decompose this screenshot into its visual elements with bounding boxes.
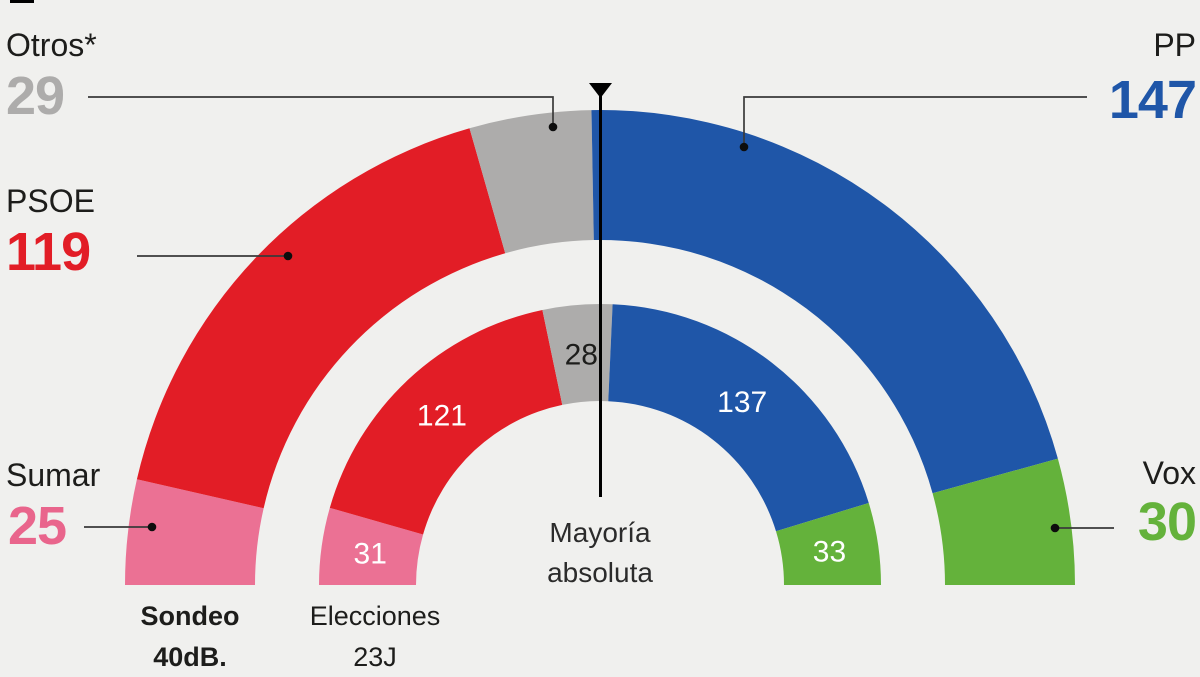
party-value-pp: 147	[1109, 72, 1196, 129]
callout-sumar: Sumar	[6, 457, 100, 494]
dot-pp	[740, 143, 749, 152]
ring-label-elecciones: Elecciones 23J	[275, 596, 475, 677]
dot-otros	[549, 123, 558, 132]
dot-psoe	[284, 252, 293, 261]
party-value-vox: 30	[1138, 494, 1196, 551]
majority-label: Mayoría absoluta	[500, 513, 700, 593]
callout-psoe: PSOE	[6, 183, 95, 220]
dot-vox	[1051, 524, 1060, 533]
party-label-vox: Vox	[1143, 455, 1196, 492]
party-value-otros: 29	[6, 68, 64, 125]
party-label-otros: Otros*	[6, 27, 97, 64]
callout-otros: Otros*	[6, 27, 97, 64]
party-value-psoe: 119	[6, 224, 90, 281]
leader-otros	[88, 97, 553, 123]
callout-pp: PP	[1153, 27, 1196, 64]
party-label-psoe: PSOE	[6, 183, 95, 220]
dot-sumar	[148, 523, 157, 532]
party-label-sumar: Sumar	[6, 457, 100, 494]
ring-label-elecciones-line1: Elecciones	[275, 596, 475, 637]
party-label-pp: PP	[1153, 27, 1196, 64]
ring-label-sondeo-line2: 40dB.	[90, 637, 290, 677]
majority-label-line1: Mayoría	[500, 513, 700, 553]
callout-vox: Vox	[1143, 455, 1196, 492]
leader-pp	[744, 97, 1087, 143]
majority-triangle-icon	[589, 83, 612, 98]
ring-label-sondeo-line1: Sondeo	[90, 596, 290, 637]
inner-value-otros: 28	[565, 338, 598, 371]
inner-value-pp: 137	[717, 386, 767, 419]
ring-label-elecciones-line2: 23J	[275, 637, 475, 677]
inner-value-sumar: 31	[354, 537, 387, 570]
majority-label-line2: absoluta	[500, 553, 700, 593]
party-value-sumar: 25	[8, 498, 66, 555]
ring-label-sondeo: Sondeo 40dB.	[90, 596, 290, 677]
inner-value-vox: 33	[813, 535, 846, 568]
inner-value-psoe: 121	[417, 400, 467, 433]
